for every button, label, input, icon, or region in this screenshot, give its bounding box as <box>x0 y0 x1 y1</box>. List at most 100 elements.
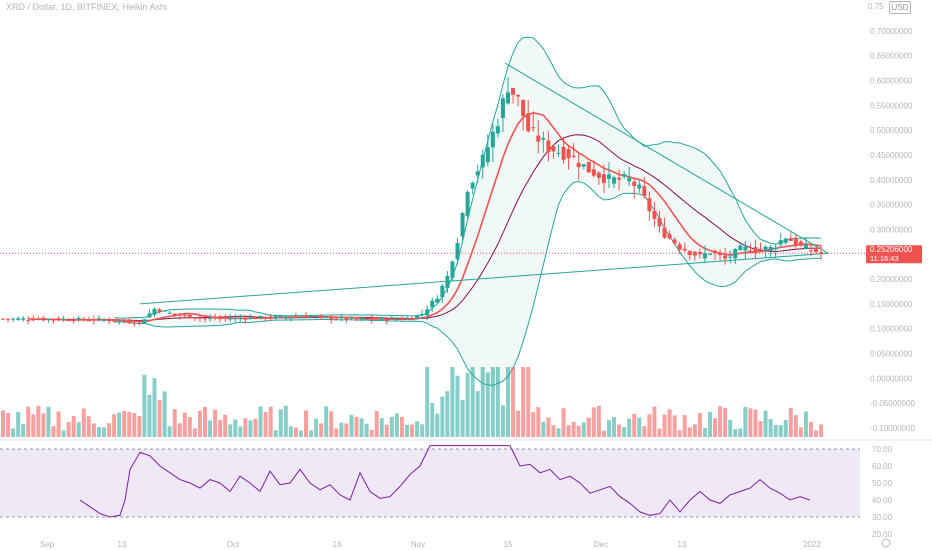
volume-bar <box>581 422 586 437</box>
candle-body <box>213 317 218 319</box>
volume-bar <box>455 375 460 437</box>
volume-bar <box>223 414 228 437</box>
candle-body <box>405 318 409 320</box>
trendline-support <box>139 252 829 305</box>
volume-bar <box>672 415 677 437</box>
candle <box>51 319 56 324</box>
volume-bar <box>354 416 359 437</box>
candle <box>369 315 374 324</box>
volume-bar <box>56 411 61 437</box>
candle <box>218 314 223 323</box>
price-tick-label: 0.75 <box>868 2 884 11</box>
candle-body <box>21 318 26 320</box>
candle-body <box>667 234 672 239</box>
candle <box>162 309 167 312</box>
candle <box>581 163 586 170</box>
candle <box>652 201 657 228</box>
candle-body <box>490 131 495 148</box>
candle <box>536 120 541 154</box>
candle-body <box>253 317 258 319</box>
volume-bar <box>324 406 329 437</box>
candle-body <box>541 137 546 140</box>
candle <box>556 144 561 157</box>
candle <box>26 316 31 325</box>
rsi-tick-label: 70.00 <box>872 445 893 454</box>
volume-bar <box>374 411 379 437</box>
volume-bar <box>576 425 581 437</box>
candle-body <box>379 317 384 320</box>
volume-bar <box>450 367 455 437</box>
volume-bar <box>197 410 202 437</box>
volume-bar <box>112 414 117 437</box>
candle <box>86 317 91 322</box>
price-tick-label: 0.20000000 <box>870 275 913 284</box>
candle-body <box>450 261 455 278</box>
volume-bar <box>601 430 606 437</box>
volume-bar <box>152 378 157 437</box>
volume-bar <box>420 424 425 437</box>
candle-body <box>410 318 415 320</box>
candle <box>213 313 218 321</box>
candle <box>379 316 384 321</box>
candle-body <box>107 320 112 322</box>
candle <box>642 176 647 199</box>
candle-body <box>642 186 647 197</box>
candle <box>238 314 243 322</box>
last-price-box <box>866 245 922 264</box>
candle-body <box>137 321 142 323</box>
candle-body <box>152 308 157 315</box>
volume-bar <box>11 428 16 437</box>
candle <box>102 318 106 323</box>
volume-bar <box>738 428 743 437</box>
volume-bar <box>500 405 505 437</box>
volume-bar <box>187 417 192 437</box>
candle <box>172 313 177 319</box>
volume-bar <box>697 413 702 437</box>
candle-body <box>793 237 798 246</box>
volume-bar <box>76 422 81 437</box>
price-tick-label: 0.55000000 <box>870 101 913 110</box>
candle-body <box>293 316 298 318</box>
time-tick-label: 2022 <box>803 540 821 549</box>
rsi-pane: 70.00 60.00 50.00 40.00 30.00 20.00 <box>0 445 893 539</box>
volume-bar <box>309 430 314 437</box>
candle-body <box>586 161 591 173</box>
candle <box>778 232 783 248</box>
candle <box>248 314 253 320</box>
volume-bar <box>162 391 167 437</box>
candle-body <box>233 317 238 319</box>
price-tick-label: -0.05000000 <box>870 399 915 408</box>
candle-body <box>112 319 117 322</box>
volume-bar <box>91 423 96 437</box>
volume-bar <box>647 414 652 437</box>
candle <box>692 251 697 261</box>
trendline-resistance <box>504 62 829 254</box>
volume-bar <box>107 423 112 437</box>
candle-body <box>778 240 783 245</box>
candle <box>612 175 617 189</box>
candle <box>596 171 601 185</box>
candle-body <box>768 246 773 252</box>
candle <box>713 249 718 261</box>
candle-body <box>657 218 662 227</box>
time-tick-label: 13 <box>118 540 127 549</box>
candle <box>702 245 707 264</box>
volume-bar <box>460 399 465 437</box>
candle <box>263 316 268 322</box>
candle <box>809 245 813 257</box>
candle-body <box>788 238 793 242</box>
candle <box>61 315 66 323</box>
candle-body <box>157 309 162 313</box>
currency-badge[interactable]: USD <box>889 1 911 14</box>
candle <box>450 260 455 281</box>
candle <box>344 317 349 323</box>
volume-bar <box>319 423 324 437</box>
candle <box>76 316 81 322</box>
candle <box>506 76 510 105</box>
candle <box>127 317 132 325</box>
time-tick-label: Nov <box>411 540 425 549</box>
candle <box>738 243 743 251</box>
volume-bar <box>803 411 808 437</box>
candle <box>81 316 86 322</box>
